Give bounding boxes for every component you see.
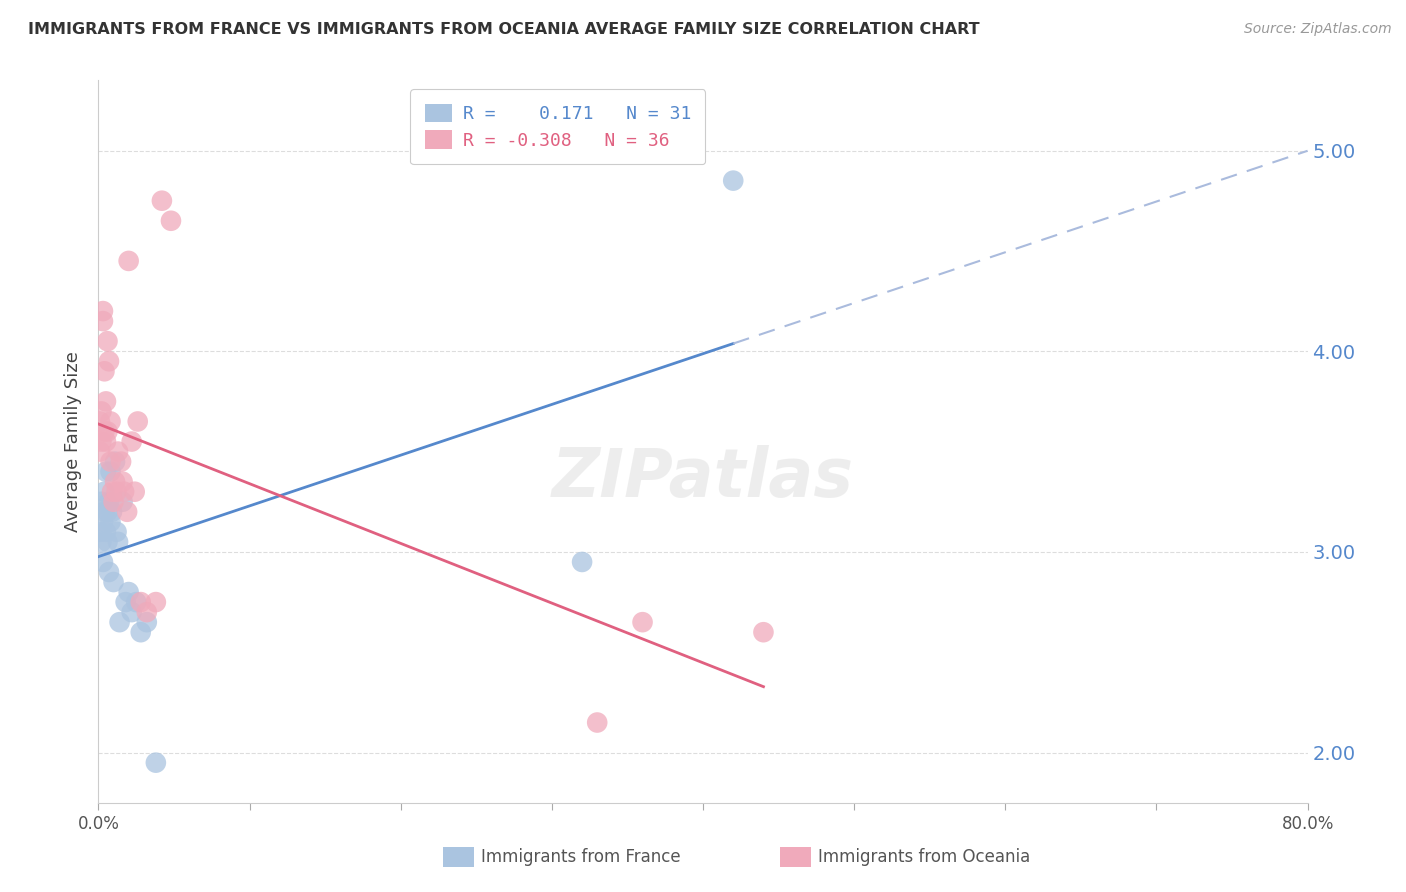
Point — [101, 484, 124, 499]
Point — [129, 625, 152, 640]
Legend: R =    0.171   N = 31, R = -0.308   N = 36: R = 0.171 N = 31, R = -0.308 N = 36 — [411, 89, 706, 164]
Text: ZIPatlas: ZIPatlas — [553, 445, 853, 510]
Point — [121, 605, 143, 619]
Point — [90, 494, 112, 508]
Point — [100, 454, 122, 468]
Text: Immigrants from France: Immigrants from France — [481, 848, 681, 866]
Point — [150, 194, 173, 208]
Point — [96, 334, 118, 348]
Point — [89, 444, 111, 458]
Point — [93, 505, 115, 519]
Point — [723, 173, 745, 188]
Point — [135, 615, 157, 630]
Point — [118, 585, 141, 599]
Point — [94, 434, 117, 449]
Point — [91, 304, 114, 318]
Point — [111, 494, 134, 508]
Point — [93, 425, 115, 439]
Point — [114, 595, 136, 609]
Text: Source: ZipAtlas.com: Source: ZipAtlas.com — [1244, 22, 1392, 37]
Point — [93, 364, 115, 378]
Point — [90, 534, 112, 549]
Point — [631, 615, 654, 630]
Point — [100, 465, 122, 479]
Point — [160, 213, 183, 227]
Point — [91, 314, 114, 328]
Point — [112, 484, 135, 499]
Point — [94, 524, 117, 539]
Point — [96, 505, 118, 519]
Point — [103, 574, 125, 589]
Point — [90, 434, 112, 449]
Point — [94, 465, 117, 479]
Point — [100, 414, 122, 428]
Point — [96, 534, 118, 549]
Y-axis label: Average Family Size: Average Family Size — [63, 351, 82, 532]
Point — [125, 595, 148, 609]
Point — [98, 565, 121, 579]
Point — [145, 756, 167, 770]
Point — [129, 595, 152, 609]
Text: Immigrants from Oceania: Immigrants from Oceania — [818, 848, 1031, 866]
Point — [89, 414, 111, 428]
Point — [752, 625, 775, 640]
Point — [103, 494, 125, 508]
Point — [104, 454, 127, 468]
Point — [145, 595, 167, 609]
Point — [101, 505, 124, 519]
Text: IMMIGRANTS FROM FRANCE VS IMMIGRANTS FROM OCEANIA AVERAGE FAMILY SIZE CORRELATIO: IMMIGRANTS FROM FRANCE VS IMMIGRANTS FRO… — [28, 22, 980, 37]
Point — [571, 555, 593, 569]
Point — [111, 475, 134, 489]
Point — [91, 515, 114, 529]
Point — [107, 444, 129, 458]
Point — [90, 404, 112, 418]
Point — [108, 615, 131, 630]
Point — [94, 394, 117, 409]
Point — [93, 484, 115, 499]
Point — [98, 354, 121, 368]
Point — [118, 253, 141, 268]
Point — [105, 524, 128, 539]
Point — [135, 605, 157, 619]
Point — [96, 425, 118, 439]
Point — [89, 524, 111, 539]
Point — [91, 555, 114, 569]
Point — [115, 505, 138, 519]
Point — [100, 515, 122, 529]
Point — [98, 494, 121, 508]
Point — [110, 454, 132, 468]
Point — [586, 715, 609, 730]
Point — [107, 534, 129, 549]
Point — [124, 484, 146, 499]
Point — [104, 475, 127, 489]
Point — [105, 484, 128, 499]
Point — [127, 414, 149, 428]
Point — [121, 434, 143, 449]
